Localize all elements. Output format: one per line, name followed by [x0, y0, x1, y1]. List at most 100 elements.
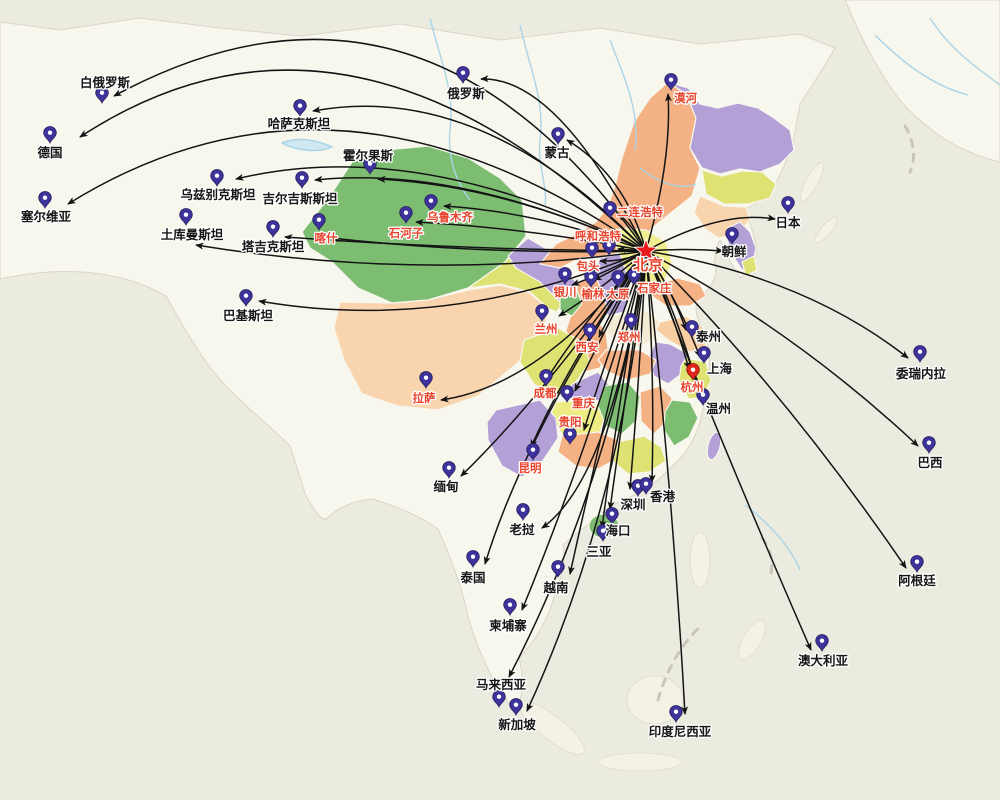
pin-马来西亚[interactable]	[492, 690, 506, 709]
pin-dot	[446, 465, 452, 470]
pin-新加坡[interactable]	[509, 698, 523, 717]
island	[626, 675, 684, 725]
pin-贵阳[interactable]	[563, 427, 577, 446]
pin-香港[interactable]	[639, 477, 653, 496]
pin-郑州[interactable]	[624, 313, 638, 332]
label-德国: 德国	[37, 145, 62, 160]
dash	[903, 124, 916, 174]
pin-dot	[589, 245, 595, 250]
pin-杭州[interactable]	[686, 363, 700, 382]
pin-dot	[631, 272, 637, 277]
pin-霍尔果斯[interactable]	[363, 157, 377, 176]
pin-巴基斯坦[interactable]	[239, 289, 253, 308]
label-呼和浩特: 呼和浩特	[575, 229, 621, 243]
pin-太原[interactable]	[611, 270, 625, 289]
province-shape	[701, 169, 777, 205]
pin-土库曼斯坦[interactable]	[179, 208, 193, 227]
pin-成都[interactable]	[539, 369, 553, 388]
pin-dot	[555, 131, 561, 136]
pin-dot	[297, 103, 303, 108]
pin-海口[interactable]	[605, 507, 619, 526]
pin-缅甸[interactable]	[442, 461, 456, 480]
pin-泰国[interactable]	[466, 550, 480, 569]
pin-dot	[635, 483, 641, 488]
pin-柬埔寨[interactable]	[503, 598, 517, 617]
pin-昆明[interactable]	[526, 443, 540, 462]
pin-蒙古[interactable]	[551, 127, 565, 146]
pin-dot	[513, 702, 519, 707]
hub-red-star-icon[interactable]	[633, 237, 659, 262]
pin-重庆[interactable]	[560, 385, 574, 404]
pin-塞尔维亚[interactable]	[38, 191, 52, 210]
label-太原: 太原	[606, 287, 630, 301]
pin-拉萨[interactable]	[419, 371, 433, 390]
pin-漠河[interactable]	[664, 73, 678, 92]
pin-dot	[588, 274, 594, 279]
route-俄罗斯	[480, 75, 647, 252]
route-霍尔果斯	[377, 175, 647, 252]
label-西安: 西安	[576, 340, 599, 354]
pin-西安[interactable]	[583, 323, 597, 342]
pin-吉尔吉斯斯坦[interactable]	[295, 171, 309, 190]
pin-兰州[interactable]	[535, 304, 549, 323]
label-兰州: 兰州	[535, 322, 558, 336]
pin-上海[interactable]	[697, 346, 711, 365]
pin-哈萨克斯坦[interactable]	[293, 99, 307, 118]
pin-巴西[interactable]	[922, 436, 936, 455]
pin-dot	[689, 324, 695, 329]
label-海口: 海口	[605, 523, 630, 538]
label-蒙古: 蒙古	[544, 145, 570, 160]
pin-dot	[606, 242, 612, 247]
route-海口	[607, 250, 647, 510]
pin-dot	[567, 431, 573, 436]
pin-银川[interactable]	[558, 267, 572, 286]
pin-石河子[interactable]	[399, 206, 413, 225]
pins-layer	[38, 66, 936, 724]
pin-泰州[interactable]	[685, 320, 699, 339]
pin-乌鲁木齐[interactable]	[424, 194, 438, 213]
route-乌鲁木齐	[443, 202, 647, 252]
pin-三亚[interactable]	[596, 524, 610, 543]
dash	[656, 624, 703, 702]
label-乌鲁木齐: 乌鲁木齐	[427, 210, 473, 224]
pin-日本[interactable]	[781, 196, 795, 215]
pin-老挝[interactable]	[516, 503, 530, 522]
pin-dot	[99, 90, 105, 95]
pin-塔吉克斯坦[interactable]	[266, 220, 280, 239]
province-shape	[741, 255, 758, 277]
pin-榆林[interactable]	[584, 270, 598, 289]
pin-dot	[926, 440, 932, 445]
pin-俄罗斯[interactable]	[456, 66, 470, 85]
pin-dot	[367, 161, 373, 166]
pin-朝鲜[interactable]	[725, 227, 739, 246]
pin-二连浩特[interactable]	[603, 201, 617, 220]
pin-温州[interactable]	[696, 388, 710, 407]
river	[639, 167, 697, 187]
pin-阿根廷[interactable]	[910, 555, 924, 574]
province-shape	[486, 399, 559, 478]
pin-喀什[interactable]	[312, 213, 326, 232]
pin-委瑞内拉[interactable]	[913, 345, 927, 364]
pin-澳大利亚[interactable]	[815, 634, 829, 653]
label-成都: 成都	[534, 386, 557, 400]
pin-白俄罗斯[interactable]	[95, 86, 109, 105]
pin-越南[interactable]	[551, 560, 565, 579]
island	[689, 531, 711, 589]
label-塔吉克斯坦: 塔吉克斯坦	[242, 239, 305, 254]
pin-石家庄[interactable]	[627, 268, 641, 287]
route-土库曼斯坦	[195, 242, 647, 266]
pin-包头[interactable]	[585, 241, 599, 260]
label-巴基斯坦: 巴基斯坦	[223, 308, 274, 323]
route-喀什	[330, 235, 647, 253]
pin-德国[interactable]	[43, 126, 57, 145]
pin-呼和浩特[interactable]	[602, 238, 616, 257]
province-shape	[559, 287, 583, 317]
pin-印度尼西亚[interactable]	[669, 705, 683, 724]
river	[429, 17, 471, 201]
pin-乌兹别克斯坦[interactable]	[210, 169, 224, 188]
route-委瑞内拉	[645, 250, 909, 359]
province-shape	[663, 399, 699, 447]
label-喀什: 喀什	[315, 231, 338, 245]
route-上海	[645, 250, 701, 358]
